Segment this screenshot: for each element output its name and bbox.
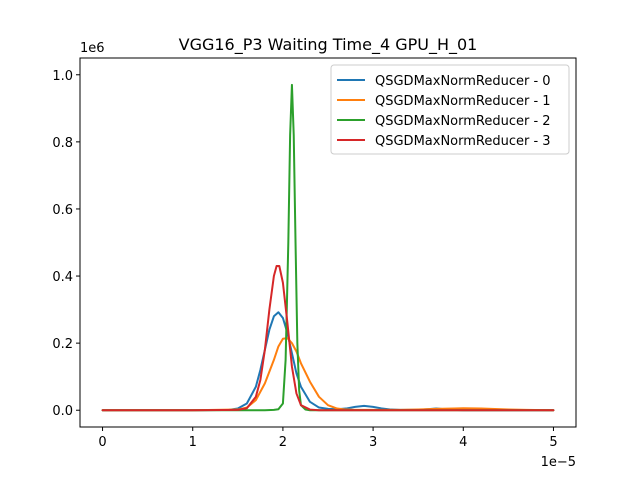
plot-frame	[79, 57, 577, 428]
chart-title: VGG16_P3 Waiting Time_4 GPU_H_01	[179, 35, 478, 55]
plot-lines	[101, 83, 555, 412]
legend-label: QSGDMaxNormReducer - 0	[375, 74, 551, 89]
x-tick-label: 0	[98, 435, 106, 450]
x-tick-label: 1	[189, 435, 197, 450]
legend-box	[330, 64, 570, 155]
y-offset-label: 1e6	[80, 41, 105, 56]
x-tick-label: 5	[549, 435, 557, 450]
y-tick-label: 1.0	[52, 69, 73, 84]
series-line-3	[101, 264, 555, 412]
y-tick-label: 0.2	[52, 337, 73, 352]
x-tick-label: 3	[369, 435, 377, 450]
y-axis-ticks: 0.0 0.2 0.4 0.6 0.8 1.0	[52, 69, 80, 419]
legend-label: QSGDMaxNormReducer - 2	[375, 114, 551, 129]
y-tick-label: 0.0	[52, 404, 73, 419]
y-tick-label: 0.4	[52, 270, 73, 285]
legend-label: QSGDMaxNormReducer - 1	[375, 94, 551, 109]
y-tick-label: 0.6	[52, 203, 73, 218]
x-axis-ticks: 0 1 2 3 4 5	[98, 427, 558, 450]
legend-label: QSGDMaxNormReducer - 3	[375, 134, 551, 149]
series-line-1	[101, 337, 555, 412]
legend: QSGDMaxNormReducer - 0 QSGDMaxNormReducer…	[330, 64, 570, 155]
x-tick-label: 2	[279, 435, 287, 450]
x-offset-label: 1e−5	[541, 455, 576, 470]
y-tick-label: 0.8	[52, 136, 73, 151]
x-tick-label: 4	[459, 435, 467, 450]
